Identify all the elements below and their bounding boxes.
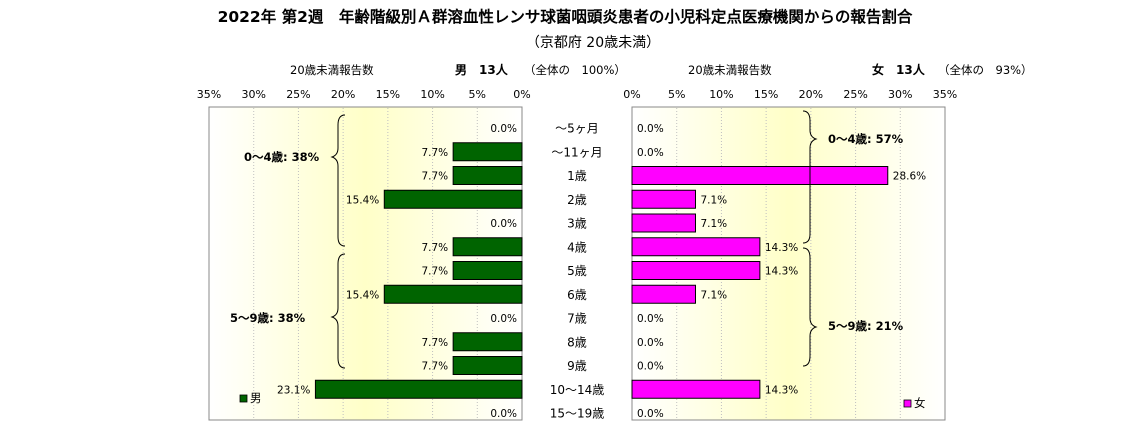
female-header-ratio: （全体の 93%） <box>938 63 1033 77</box>
female-x-tick-label: 35% <box>933 88 957 101</box>
female-data-label: 0.0% <box>637 313 664 325</box>
male-data-label: 0.0% <box>490 408 517 420</box>
male-bar <box>383 284 523 304</box>
male-header-count: 男 13人 <box>455 62 509 77</box>
male-data-label: 7.7% <box>421 337 448 349</box>
male-data-label: 7.7% <box>421 171 448 183</box>
male-data-label: 7.7% <box>421 361 448 373</box>
male-data-label: 0.0% <box>490 218 517 230</box>
female-data-label: 0.0% <box>637 361 664 373</box>
female-bar <box>631 379 761 399</box>
female-data-label: 14.3% <box>765 242 798 254</box>
category-label: 10～14歳 <box>550 383 605 397</box>
male-x-tick-label: 35% <box>197 88 221 101</box>
category-label: 8歳 <box>567 335 587 349</box>
male-x-tick-label: 15% <box>376 88 400 101</box>
category-label: 9歳 <box>567 359 587 373</box>
category-label: 5歳 <box>567 264 587 278</box>
female-x-tick-label: 15% <box>754 88 778 101</box>
male-bar <box>314 379 523 399</box>
female-header-count: 女 13人 <box>872 62 926 77</box>
male-bar <box>452 332 523 352</box>
male-legend-label: 男 <box>250 391 262 405</box>
female-bar <box>631 213 696 233</box>
female-x-tick-label: 5% <box>668 88 685 101</box>
female-x-tick-label: 0% <box>623 88 640 101</box>
female-data-label: 7.1% <box>700 194 727 206</box>
male-data-label: 23.1% <box>277 384 310 396</box>
category-label: 15～19歳 <box>550 407 605 421</box>
female-data-label: 14.3% <box>765 266 798 278</box>
female-bar <box>631 284 696 304</box>
male-data-label: 7.7% <box>421 147 448 159</box>
category-label: 2歳 <box>567 193 587 207</box>
male-header-axis-label: 20歳未満報告数 <box>290 63 374 77</box>
male-group-label-0-4: 0～4歳: 38% <box>244 150 320 164</box>
female-legend-label: 女 <box>914 396 926 410</box>
male-data-label: 7.7% <box>421 266 448 278</box>
female-data-label: 0.0% <box>637 147 664 159</box>
male-x-tick-label: 5% <box>469 88 486 101</box>
female-x-tick-label: 10% <box>709 88 733 101</box>
male-data-label: 15.4% <box>346 194 379 206</box>
female-brace-5-9 <box>802 247 818 367</box>
female-data-label: 7.1% <box>700 218 727 230</box>
female-data-label: 0.0% <box>637 337 664 349</box>
category-label: 7歳 <box>567 312 587 326</box>
category-label: 6歳 <box>567 288 587 302</box>
chart-title: 2022年 第2週 年齢階級別Ａ群溶血性レンサ球菌咽頭炎患者の小児科定点医療機関… <box>218 7 913 26</box>
female-data-label: 28.6% <box>893 171 926 183</box>
male-x-tick-label: 25% <box>286 88 310 101</box>
chart-subtitle: （京都府 20歳未満） <box>526 35 660 51</box>
male-data-label: 0.0% <box>490 313 517 325</box>
female-data-label: 14.3% <box>765 384 798 396</box>
male-x-tick-label: 30% <box>241 88 265 101</box>
male-x-tick-label: 10% <box>420 88 444 101</box>
female-x-tick-label: 20% <box>799 88 823 101</box>
female-bar <box>631 166 889 185</box>
female-legend-swatch <box>903 399 912 408</box>
male-brace-0-4 <box>330 114 346 247</box>
female-bar <box>631 189 696 209</box>
male-x-tick-label: 20% <box>331 88 355 101</box>
female-x-tick-label: 25% <box>843 88 867 101</box>
category-label: 1歳 <box>567 169 587 183</box>
female-data-label: 7.1% <box>700 289 727 301</box>
male-legend-swatch <box>239 394 248 403</box>
female-x-tick-label: 30% <box>888 88 912 101</box>
category-label: 3歳 <box>567 217 587 231</box>
male-data-label: 15.4% <box>346 289 379 301</box>
male-brace-5-9 <box>330 253 346 369</box>
female-brace-0-4 <box>802 110 818 244</box>
male-bar <box>452 261 523 280</box>
male-bar <box>452 166 523 185</box>
male-data-label: 7.7% <box>421 242 448 254</box>
female-data-label: 0.0% <box>637 123 664 135</box>
female-bar <box>631 237 761 257</box>
female-data-label: 0.0% <box>637 408 664 420</box>
male-bar <box>452 237 523 257</box>
category-label: 4歳 <box>567 240 587 254</box>
male-bar <box>383 189 523 209</box>
male-bar <box>452 142 523 162</box>
category-label: ～11ヶ月 <box>551 145 602 159</box>
male-group-label-5-9: 5～9歳: 38% <box>230 311 306 325</box>
female-bar <box>631 261 761 280</box>
male-header-ratio: （全体の 100%） <box>524 63 626 77</box>
female-group-label-5-9: 5～9歳: 21% <box>828 319 904 333</box>
male-bar <box>452 356 523 375</box>
female-group-label-0-4: 0～4歳: 57% <box>828 132 904 146</box>
female-header-axis-label: 20歳未満報告数 <box>688 63 772 77</box>
male-data-label: 0.0% <box>490 123 517 135</box>
category-label: ～5ヶ月 <box>555 122 599 136</box>
male-x-tick-label: 0% <box>513 88 530 101</box>
